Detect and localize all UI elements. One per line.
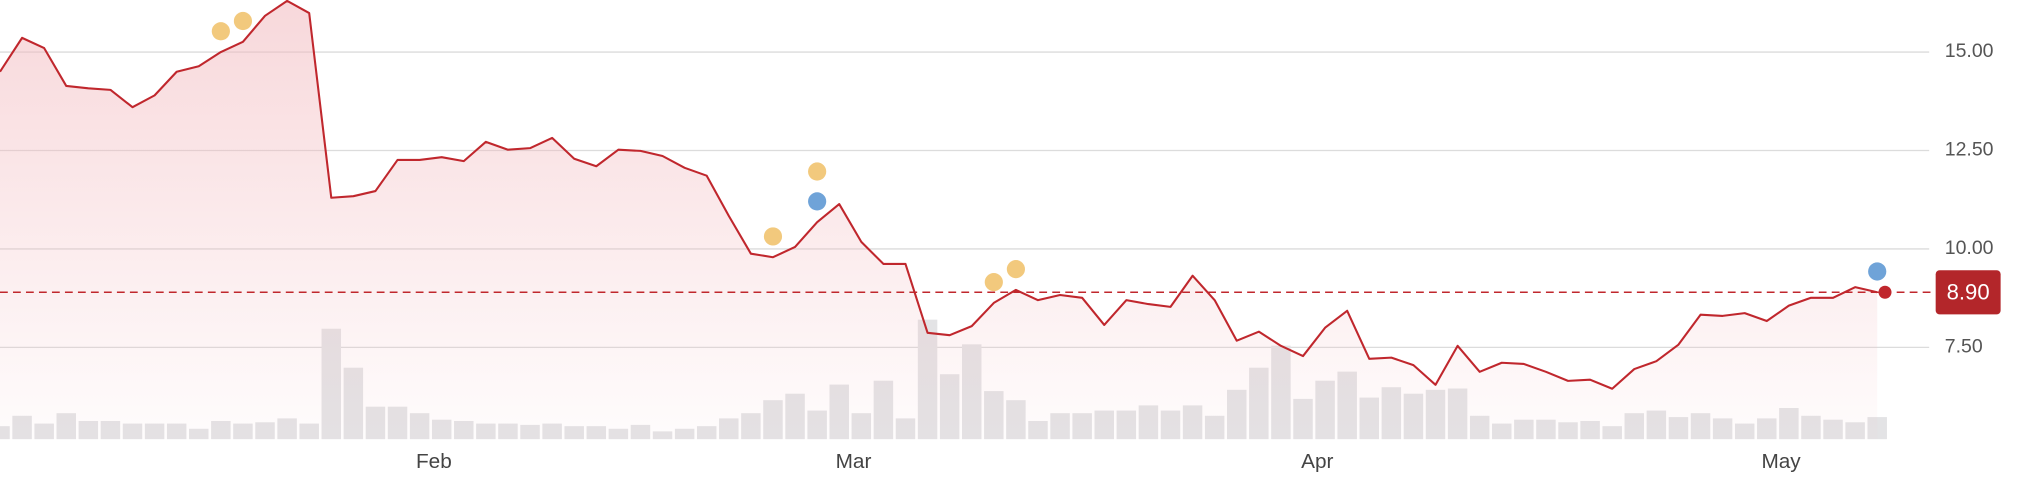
- event-marker: [1868, 262, 1887, 281]
- event-marker: [211, 22, 230, 41]
- y-tick-label: 10.00: [1945, 237, 1994, 259]
- x-tick-label: May: [1761, 450, 1801, 473]
- event-marker: [808, 162, 827, 181]
- event-marker: [808, 192, 827, 211]
- x-tick-label: Mar: [836, 450, 872, 473]
- last-price-badge: [1935, 270, 2001, 315]
- event-marker: [763, 227, 783, 246]
- y-tick-label: 7.50: [1945, 336, 1983, 358]
- price-area: [0, 0, 1878, 440]
- last-price-dot: [1878, 285, 1892, 299]
- event-marker: [233, 11, 253, 31]
- price-line: [0, 0, 1878, 390]
- y-tick-label: 15.00: [1945, 40, 1994, 62]
- y-tick-label: 12.50: [1945, 139, 1994, 161]
- last-price-label: 8.90: [1947, 279, 1990, 304]
- x-tick-label: Feb: [416, 450, 452, 473]
- event-marker: [1006, 260, 1025, 279]
- x-tick-label: Apr: [1301, 450, 1333, 473]
- event-marker: [984, 273, 1003, 292]
